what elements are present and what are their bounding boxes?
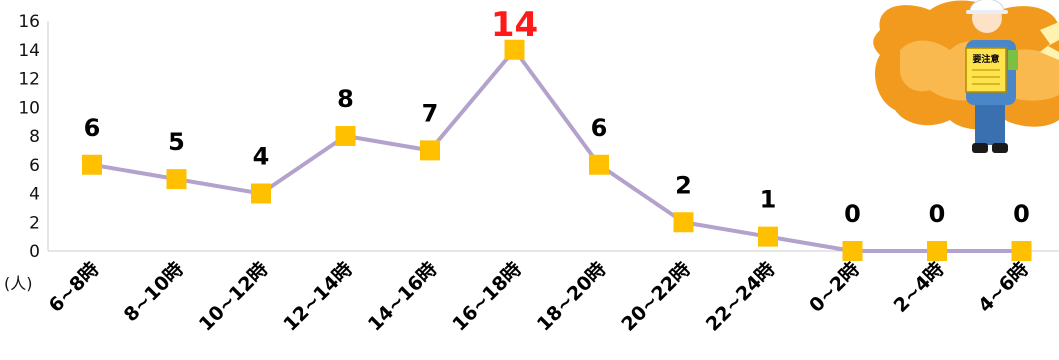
data-label: 6 (84, 114, 101, 142)
worker-legs (975, 100, 1005, 145)
data-label: 1 (760, 186, 777, 214)
series-line (91, 47, 1022, 253)
data-label: 5 (168, 128, 185, 156)
data-label: 14 (491, 5, 538, 45)
data-point-marker (251, 183, 271, 204)
x-category-label: 0~2時 (805, 258, 864, 317)
worker-vest (1008, 50, 1018, 70)
y-tick-label: 14 (18, 41, 40, 61)
x-category-label: 14~16時 (364, 258, 442, 336)
hard-hat-brim (966, 10, 1008, 14)
x-category-labels: 6~8時 8~10時 10~12時 12~14時 14~16時 16~18時 18~20時 2… (45, 258, 1033, 336)
data-point-marker (673, 212, 694, 233)
data-point-marker (842, 241, 863, 261)
data-label: 0 (844, 200, 861, 228)
data-point-marker (504, 39, 525, 60)
y-unit-label: (人) (4, 274, 33, 293)
series-line-group (91, 47, 1022, 253)
x-category-label: 12~14時 (279, 258, 357, 336)
data-label: 7 (422, 99, 439, 127)
data-point-marker (420, 140, 440, 161)
y-tick-label: 2 (29, 213, 40, 233)
construction-worker-warning-illustration: 要注意 (873, 0, 1059, 153)
worker-shoe-left (972, 143, 988, 153)
warning-sign-text: 要注意 (972, 53, 999, 65)
x-category-label: 18~20時 (533, 258, 611, 336)
x-category-label: 4~6時 (974, 258, 1033, 317)
data-label: 6 (591, 114, 608, 142)
lightning-bolt (1040, 22, 1059, 60)
y-tick-label: 16 (18, 12, 40, 32)
y-tick-label: 12 (18, 70, 40, 90)
data-label: 4 (253, 143, 270, 171)
y-tick-label: 0 (29, 242, 40, 262)
data-label: 8 (337, 85, 354, 113)
data-label: 0 (929, 200, 946, 228)
y-tick-label: 4 (29, 185, 40, 205)
data-point-marker (166, 169, 187, 190)
data-point-marker (927, 241, 947, 261)
y-tick-label: 8 (29, 127, 40, 147)
x-category-label: 22~24時 (702, 258, 780, 336)
data-point-marker (1011, 241, 1032, 261)
data-markers (82, 39, 1032, 261)
worker-shoe-right (992, 143, 1008, 153)
x-category-label: 6~8時 (45, 258, 104, 317)
x-category-label: 16~18時 (448, 258, 526, 336)
x-category-label: 10~12時 (195, 258, 273, 336)
data-point-marker (82, 154, 102, 175)
data-label: 2 (675, 171, 692, 199)
data-point-marker (335, 126, 356, 146)
data-point-marker (589, 154, 609, 175)
data-labels: 6 5 4 8 7 14 6 2 1 0 0 0 (84, 5, 1030, 228)
x-category-label: 20~22時 (617, 258, 695, 336)
y-tick-label: 6 (29, 156, 40, 176)
y-tick-label: 10 (18, 98, 40, 118)
x-category-label: 2~4時 (890, 258, 949, 317)
x-category-label: 8~10時 (120, 258, 188, 326)
y-tick-labels: 0 2 4 6 8 10 12 14 16 (18, 12, 40, 262)
data-label: 0 (1013, 200, 1030, 228)
data-point-marker (758, 226, 778, 247)
